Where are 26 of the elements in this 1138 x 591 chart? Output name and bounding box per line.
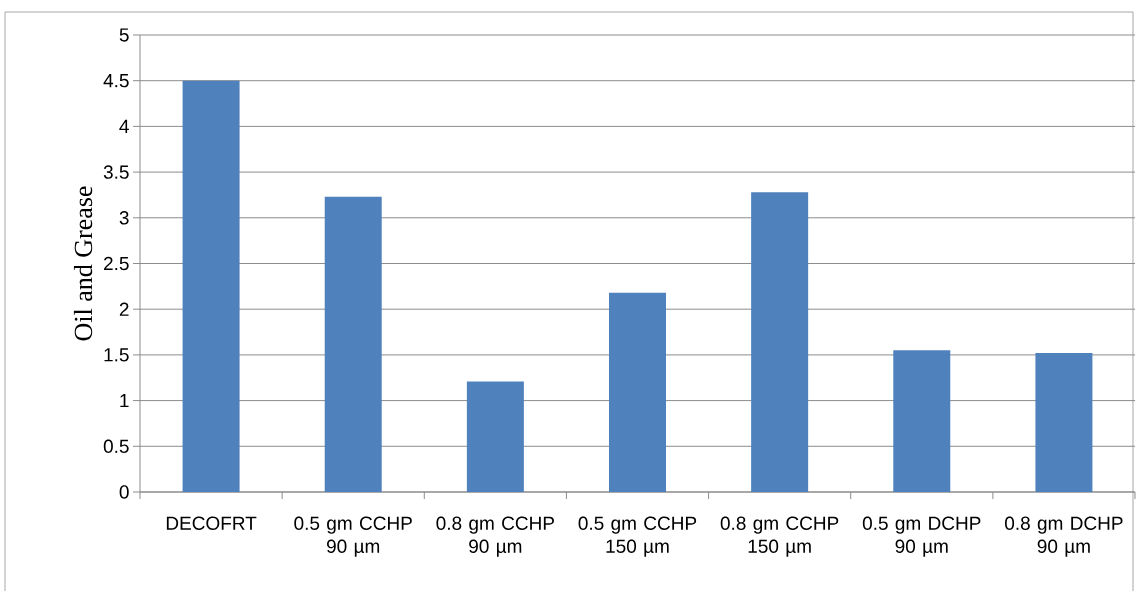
y-tick-label: 1 [120,394,129,408]
x-tick-label: 0.8 gm CCHP 90 µm [436,516,554,557]
y-tick-label: 4.5 [103,74,129,88]
bar [324,196,382,492]
x-tick-label: 0.5 gm CCHP 150 µm [578,516,697,557]
bar [751,192,809,492]
x-tick-label: 0.5 gm CCHP 90 µm [294,516,412,557]
y-tick-label: 4 [119,119,129,133]
x-tick-label: DECOFRT [166,516,257,530]
x-tick-label: 0.5 gm DCHP 90 µm [862,516,981,557]
y-axis-title: Oil and Grease [73,186,93,341]
y-tick-label: 0 [119,485,129,499]
y-tick-label: 2 [119,302,129,316]
bar [466,381,524,492]
y-tick-label: 5 [119,28,129,42]
bar [609,292,666,492]
x-tick-label: 0.8 gm CCHP 150 µm [720,516,839,557]
y-tick-label: 3.5 [103,165,129,179]
x-tick-label: 0.8 gm DCHP 90 µm [1005,516,1123,557]
bar [1035,353,1093,492]
y-tick-label: 0.5 [103,439,129,454]
y-tick-label: 3 [119,211,129,225]
y-tick-label: 2.5 [104,256,129,271]
y-tick-label: 1.5 [104,348,129,362]
bar [893,350,951,492]
bar [182,80,240,492]
